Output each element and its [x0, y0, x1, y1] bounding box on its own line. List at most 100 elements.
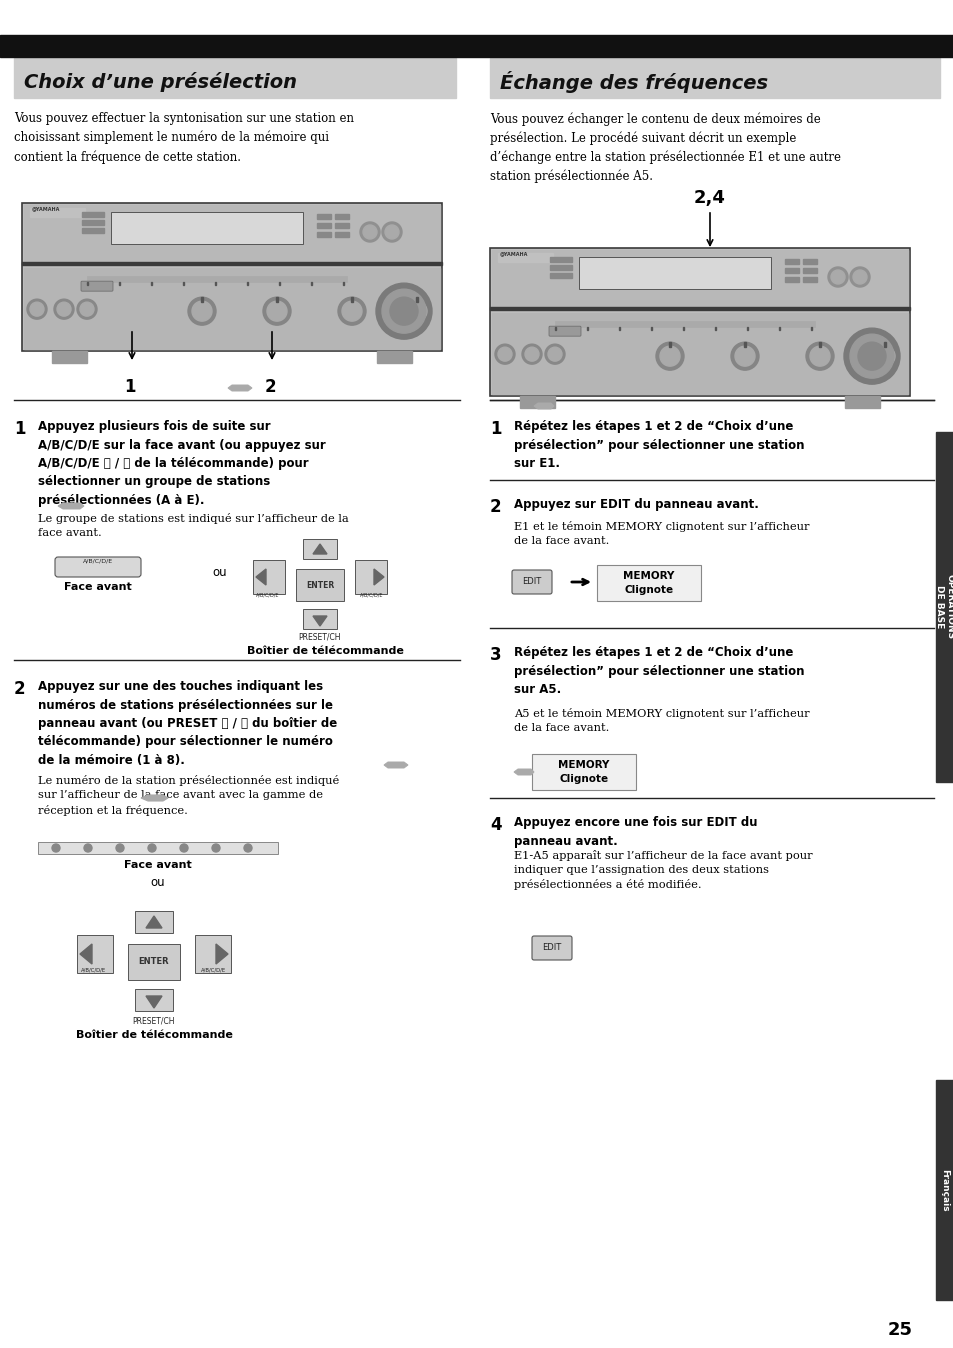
Circle shape [116, 844, 124, 852]
Text: Le numéro de la station présélectionnée est indiqué
sur l’afficheur de la face a: Le numéro de la station présélectionnée … [38, 775, 339, 816]
Bar [24, 205, 439, 266]
Bar [519, 396, 555, 408]
Bar [416, 297, 417, 302]
Bar [555, 321, 814, 328]
Bar [802, 259, 816, 264]
Circle shape [521, 344, 541, 364]
Bar [746, 328, 747, 330]
Bar [335, 232, 349, 237]
Circle shape [27, 299, 47, 319]
FancyBboxPatch shape [597, 565, 700, 601]
Text: 2,4: 2,4 [694, 189, 725, 208]
Text: Répétez les étapes 1 et 2 de “Choix d’une
présélection” pour sélectionner une st: Répétez les étapes 1 et 2 de “Choix d’un… [514, 646, 803, 696]
Bar [935, 1080, 953, 1299]
Text: EDIT: EDIT [542, 944, 561, 953]
Circle shape [852, 270, 866, 284]
Circle shape [263, 297, 291, 325]
Bar [550, 274, 572, 278]
FancyBboxPatch shape [303, 609, 336, 630]
Circle shape [874, 346, 894, 367]
Bar [779, 328, 780, 330]
Text: 2: 2 [264, 377, 275, 396]
Circle shape [857, 342, 885, 371]
Circle shape [805, 342, 833, 371]
Bar [586, 328, 587, 330]
Text: 4: 4 [490, 816, 501, 834]
Bar [183, 282, 184, 286]
Text: ou: ou [213, 566, 227, 578]
Text: PRESET/CH: PRESET/CH [132, 1016, 175, 1024]
Text: Boîtier de télécommande: Boîtier de télécommande [75, 1030, 233, 1041]
Bar [883, 342, 885, 348]
Bar [682, 328, 683, 330]
Circle shape [341, 301, 361, 321]
Text: Choix d’une présélection: Choix d’une présélection [24, 71, 296, 92]
Polygon shape [141, 795, 168, 801]
Bar [935, 431, 953, 782]
Text: A/B/C/D/E: A/B/C/D/E [83, 558, 113, 563]
Circle shape [381, 222, 401, 243]
Text: Appuyez plusieurs fois de suite sur
A/B/C/D/E sur la face avant (ou appuyez sur
: Appuyez plusieurs fois de suite sur A/B/… [38, 421, 325, 507]
Bar [82, 220, 104, 225]
Circle shape [843, 328, 899, 384]
Text: Appuyez encore une fois sur EDIT du
panneau avant.: Appuyez encore une fois sur EDIT du pann… [514, 816, 757, 848]
Text: @YAMAHA: @YAMAHA [32, 206, 60, 212]
Bar [802, 276, 816, 282]
Text: MEMORY
Clignote: MEMORY Clignote [622, 572, 674, 594]
Text: E1-A5 apparaît sur l’afficheur de la face avant pour
indiquer que l’assignation : E1-A5 apparaît sur l’afficheur de la fac… [514, 851, 812, 891]
Circle shape [381, 290, 426, 333]
FancyBboxPatch shape [490, 248, 909, 396]
FancyBboxPatch shape [253, 559, 285, 594]
Bar [784, 259, 799, 264]
Text: Face avant: Face avant [64, 582, 132, 592]
Polygon shape [58, 503, 84, 510]
Bar [87, 282, 88, 286]
Polygon shape [374, 569, 384, 585]
Text: Vous pouvez effectuer la syntonisation sur une station en
choisissant simplement: Vous pouvez effectuer la syntonisation s… [14, 112, 354, 163]
Text: Français: Français [940, 1169, 948, 1212]
Circle shape [497, 348, 512, 361]
FancyBboxPatch shape [111, 212, 303, 244]
Circle shape [148, 844, 156, 852]
Bar [810, 328, 811, 330]
Bar [38, 842, 277, 855]
Text: 1: 1 [124, 377, 135, 396]
Text: Échange des fréquences: Échange des fréquences [499, 71, 767, 93]
FancyBboxPatch shape [532, 754, 636, 790]
Bar [343, 282, 344, 286]
Circle shape [524, 348, 538, 361]
Bar [492, 249, 907, 310]
Circle shape [402, 297, 431, 325]
Circle shape [359, 222, 379, 243]
FancyBboxPatch shape [548, 326, 580, 336]
Bar [278, 282, 280, 286]
Text: Boîtier de télécommande: Boîtier de télécommande [246, 646, 403, 656]
Circle shape [57, 302, 71, 317]
Bar [650, 328, 651, 330]
Circle shape [337, 297, 366, 325]
Bar [316, 232, 331, 237]
Text: SYNTONISATION FM/AM: SYNTONISATION FM/AM [805, 18, 935, 27]
Circle shape [84, 844, 91, 852]
Bar [550, 257, 572, 262]
Circle shape [54, 299, 74, 319]
Circle shape [849, 267, 869, 287]
Circle shape [180, 844, 188, 852]
Bar [802, 268, 816, 274]
Polygon shape [534, 403, 554, 408]
Circle shape [407, 301, 427, 321]
Circle shape [544, 344, 564, 364]
Text: 25: 25 [886, 1321, 911, 1339]
Bar [490, 307, 909, 310]
Polygon shape [146, 917, 162, 927]
Text: Vous pouvez échanger le contenu de deux mémoires de
présélection. Le procédé sui: Vous pouvez échanger le contenu de deux … [490, 112, 841, 183]
Bar [30, 208, 85, 217]
Text: @YAMAHA: @YAMAHA [499, 252, 528, 256]
Circle shape [390, 297, 417, 325]
Text: A5 et le témoin MEMORY clignotent sur l’afficheur
de la face avant.: A5 et le témoin MEMORY clignotent sur l’… [514, 708, 809, 733]
Bar [618, 328, 619, 330]
Bar [247, 282, 248, 286]
Circle shape [730, 342, 759, 371]
Bar [311, 282, 312, 286]
FancyBboxPatch shape [512, 570, 552, 594]
